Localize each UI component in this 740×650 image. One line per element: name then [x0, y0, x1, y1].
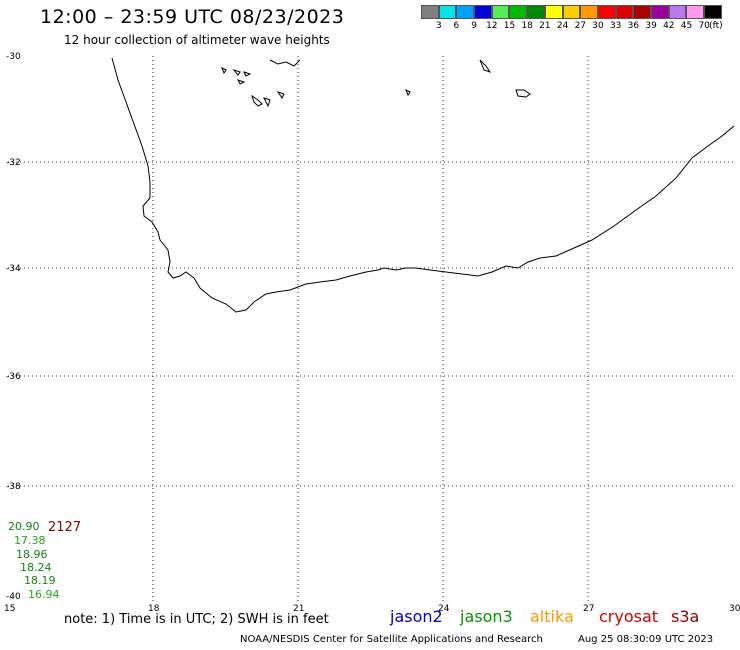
- latitude-label: -30: [6, 52, 21, 62]
- credit-line: NOAA/NESDIS Center for Satellite Applica…: [240, 634, 543, 645]
- generation-timestamp: Aug 25 08:30:09 UTC 2023: [578, 634, 714, 645]
- legend-swatch: [491, 5, 510, 19]
- longitude-label: 15: [4, 604, 16, 614]
- legend-swatch: [650, 5, 669, 19]
- legend-tick-label: 30: [592, 21, 604, 31]
- legend-tick-label: 3: [435, 21, 442, 31]
- legend-tick-label: 39: [645, 21, 657, 31]
- legend-swatch: [544, 5, 563, 19]
- legend-tick-labels: 3 6 9 12 15 18 21 24 27 30 33 36 39 42 45 70 (ft): [421, 21, 740, 33]
- legend-tick-label: 12: [486, 21, 498, 31]
- satellite-s3a: s3a: [671, 607, 700, 626]
- legend-tick-label: 6: [453, 21, 460, 31]
- legend-tick-label: 42: [663, 21, 675, 31]
- satellite-jason2: jason2: [390, 607, 443, 626]
- satellite-jason3: jason3: [460, 607, 513, 626]
- map-frame: [8, 56, 734, 604]
- legend-tick-label: 9: [471, 21, 477, 31]
- wave-height-value: 18.96: [16, 548, 48, 561]
- wave-height-value: 16.94: [28, 588, 60, 601]
- latitude-label: -32: [6, 158, 21, 168]
- wave-height-value: 18.24: [20, 561, 52, 574]
- satellite-altika: altika: [530, 607, 574, 626]
- legend-tick-label: 15: [503, 21, 516, 31]
- wave-height-value: 2127: [48, 520, 82, 535]
- legend-swatch: [456, 5, 475, 19]
- legend-swatch: [597, 5, 616, 19]
- latitude-label: -40: [6, 592, 21, 602]
- legend-swatch: [474, 5, 492, 19]
- legend-tick-label: 36: [627, 21, 640, 31]
- legend-swatch: [615, 5, 634, 19]
- wave-height-value: 20.90: [8, 520, 40, 533]
- legend-swatch: [509, 5, 528, 19]
- longitude-label: 27: [583, 604, 595, 614]
- legend-swatch: [580, 5, 598, 19]
- wave-height-value: 18.19: [24, 574, 56, 587]
- legend-swatch: [704, 5, 722, 19]
- longitude-label: 18: [148, 604, 160, 614]
- longitude-label: 30: [729, 604, 740, 614]
- wave-height-value: 17.38: [14, 534, 46, 547]
- legend-swatch: [686, 5, 704, 19]
- satellite-cryosat: cryosat: [599, 607, 659, 626]
- latitude-label: -38: [6, 482, 21, 492]
- map-title: 12:00 – 23:59 UTC 08/23/2023: [40, 6, 345, 28]
- lesotho-border: [269, 59, 301, 67]
- legend-tick-label: 27: [574, 21, 587, 31]
- legend-tick-label: (ft): [709, 21, 723, 31]
- footer-note: note: 1) Time is in UTC; 2) SWH is in fe…: [64, 612, 329, 627]
- south-africa-coastline: [111, 57, 735, 313]
- legend-swatch: [668, 5, 687, 19]
- inland-lakes: [221, 59, 531, 108]
- longitude-label: 24: [438, 604, 450, 614]
- legend-tick-label: 70: [698, 21, 710, 31]
- legend-tick-label: 33: [609, 21, 622, 31]
- legend-tick-label: 24: [556, 21, 569, 31]
- latitude-label: -34: [6, 264, 21, 274]
- legend-tick-label: 18: [521, 21, 533, 31]
- map-subtitle: 12 hour collection of altimeter wave hei…: [64, 33, 330, 47]
- legend-swatch: [438, 5, 457, 19]
- legend-swatch: [562, 5, 581, 19]
- longitude-label: 21: [293, 604, 305, 614]
- graticule: [8, 56, 734, 604]
- legend-tick-label: 45: [680, 21, 693, 31]
- wave-height-color-legend: [421, 5, 722, 19]
- legend-swatch: [633, 5, 651, 19]
- legend-tick-label: 21: [539, 21, 551, 31]
- legend-swatch: [527, 5, 545, 19]
- latitude-label: -36: [6, 372, 21, 382]
- legend-swatch: [421, 5, 439, 19]
